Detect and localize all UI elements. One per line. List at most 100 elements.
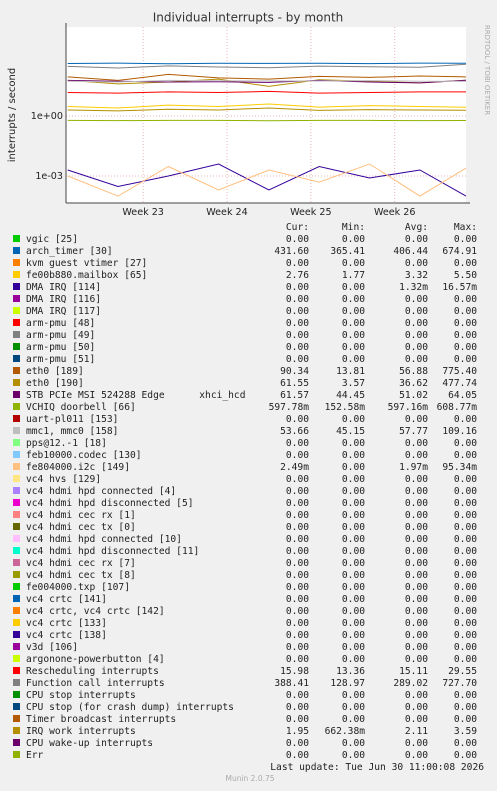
stat-value: 0.00	[454, 498, 477, 509]
stat-value: 0.00	[286, 582, 309, 593]
legend-swatch	[13, 451, 20, 458]
stat-value: 0.00	[454, 642, 477, 653]
legend-name: Err	[26, 750, 44, 761]
stat-value: 0.00	[405, 510, 428, 521]
legend-swatch	[13, 535, 20, 542]
stat-value: 0.00	[342, 462, 365, 473]
stat-value: 0.00	[454, 414, 477, 425]
stat-value: 0.00	[286, 546, 309, 557]
stat-value: 662.38m	[325, 726, 366, 737]
legend-name: vc4 crtc [133]	[26, 618, 107, 629]
legend-swatch	[13, 487, 20, 494]
stat-value: 3.59	[454, 726, 477, 737]
stat-value: 0.00	[342, 498, 365, 509]
legend-name: v3d [106]	[26, 642, 78, 653]
legend-name: vc4 crtc [141]	[26, 594, 107, 605]
stat-value: 15.98	[280, 666, 309, 677]
stat-value: 0.00	[286, 318, 309, 329]
stat-value: 0.00	[405, 546, 428, 557]
stat-value: 608.77m	[437, 402, 478, 413]
legend-name: arm-pmu [48]	[26, 318, 95, 329]
legend-swatch	[13, 415, 20, 422]
x-tick-label: Week 25	[290, 207, 332, 218]
legend-swatch	[13, 283, 20, 290]
legend-name: eth0 [190]	[26, 378, 84, 389]
stat-value: 0.00	[286, 510, 309, 521]
stat-value: 0.00	[342, 750, 365, 761]
stat-value: 0.00	[286, 690, 309, 701]
stat-value: 406.44	[393, 246, 428, 257]
stat-value: 0.00	[342, 438, 365, 449]
stat-value: 0.00	[286, 438, 309, 449]
stat-value: 0.00	[454, 750, 477, 761]
legend-swatch	[13, 475, 20, 482]
series-line	[67, 73, 467, 81]
x-tick-label: Week 23	[122, 207, 164, 218]
stat-value: 0.00	[342, 486, 365, 497]
legend-name: feb10000.codec [130]	[26, 450, 142, 461]
legend-name: vc4 hdmi hpd connected [10]	[26, 534, 182, 545]
stat-value: 0.00	[405, 738, 428, 749]
legend-name: arm-pmu [51]	[26, 354, 95, 365]
legend-swatch	[13, 643, 20, 650]
stat-value: 152.58m	[325, 402, 366, 413]
legend-swatch	[13, 235, 20, 242]
stat-value: 0.00	[286, 738, 309, 749]
legend-name: vc4 hvs [129]	[26, 474, 101, 485]
legend-swatch	[13, 667, 20, 674]
stat-value: 0.00	[342, 342, 365, 353]
stat-value: 0.00	[286, 306, 309, 317]
legend-swatch	[13, 331, 20, 338]
stat-value: 0.00	[286, 654, 309, 665]
last-update: Last update: Tue Jun 30 11:00:08 2026	[270, 762, 484, 773]
stat-value: 0.00	[405, 318, 428, 329]
stat-value: 0.00	[405, 654, 428, 665]
y-tick-label: 1e-03	[35, 171, 63, 182]
stat-value: 0.00	[454, 354, 477, 365]
legend-name: fe804000.i2c [149]	[26, 462, 130, 473]
series-line	[67, 79, 467, 83]
stat-value: 289.02	[393, 678, 428, 689]
series-line	[67, 107, 467, 112]
stat-value: 0.00	[342, 654, 365, 665]
series-line	[67, 163, 467, 197]
stat-value: 56.88	[399, 366, 428, 377]
stat-value: 61.55	[280, 378, 309, 389]
stat-value: 0.00	[454, 702, 477, 713]
stat-value: 0.00	[342, 558, 365, 569]
stat-value: 3.32	[405, 270, 428, 281]
stat-value: 0.00	[454, 330, 477, 341]
stat-value: 0.00	[454, 558, 477, 569]
stat-value: 0.00	[286, 258, 309, 269]
stat-value: 0.00	[342, 306, 365, 317]
stat-value: 0.00	[405, 570, 428, 581]
stat-value: 0.00	[286, 354, 309, 365]
legend-name: vc4 hdmi hpd disconnected [11]	[26, 546, 199, 557]
series-line	[67, 163, 467, 197]
stat-value: 0.00	[405, 450, 428, 461]
stat-value: 0.00	[405, 258, 428, 269]
legend-swatch	[13, 343, 20, 350]
stat-header: Max:	[454, 222, 477, 233]
legend-swatch	[13, 739, 20, 746]
stat-value: 0.00	[454, 570, 477, 581]
legend-swatch	[13, 355, 20, 362]
legend-swatch	[13, 271, 20, 278]
side-text: RRDTOOL / TOBI OETIKER	[483, 25, 491, 115]
stat-value: 1.97m	[399, 462, 428, 473]
stat-value: 0.00	[342, 450, 365, 461]
legend-swatch	[13, 511, 20, 518]
stat-value: 0.00	[286, 474, 309, 485]
stat-value: 0.00	[342, 630, 365, 641]
legend-swatch	[13, 655, 20, 662]
stat-value: 0.00	[342, 534, 365, 545]
stat-value: 0.00	[286, 234, 309, 245]
stat-value: 0.00	[454, 486, 477, 497]
legend-name: vgic [25]	[26, 234, 78, 245]
legend-name: eth0 [189]	[26, 366, 84, 377]
stat-value: 0.00	[286, 594, 309, 605]
stat-value: 0.00	[286, 414, 309, 425]
legend-swatch	[13, 403, 20, 410]
legend-name: uart-pl011 [153]	[26, 414, 118, 425]
stat-value: 0.00	[405, 330, 428, 341]
